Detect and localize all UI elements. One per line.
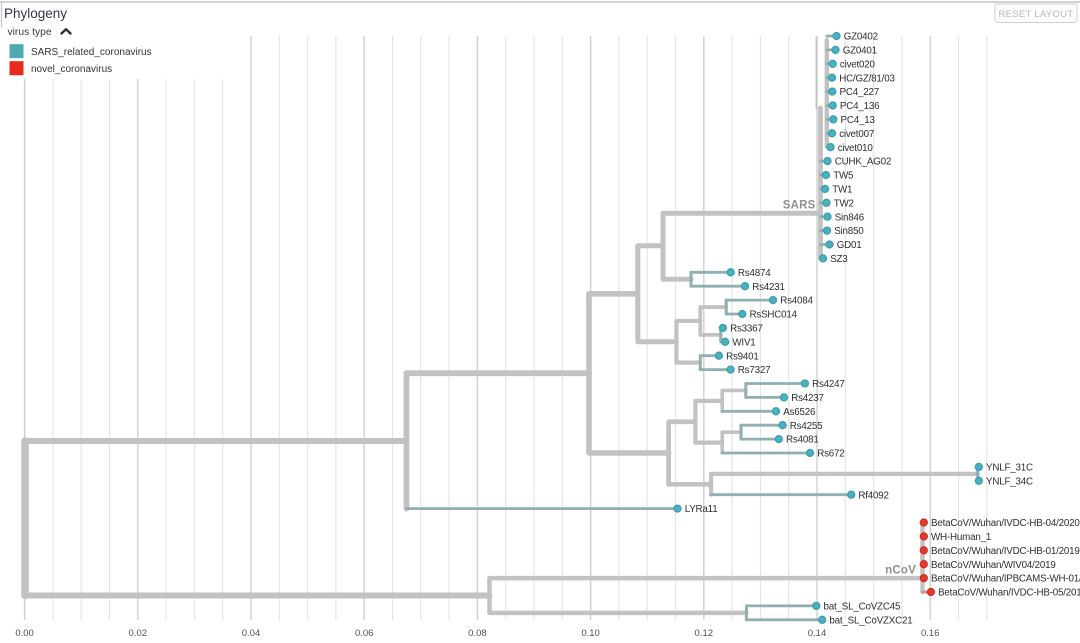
svg-text:civet020: civet020 — [840, 59, 876, 70]
svg-text:As6526: As6526 — [783, 407, 816, 418]
svg-text:0.16: 0.16 — [921, 628, 940, 639]
svg-text:bat_SL_CoVZC45: bat_SL_CoVZC45 — [824, 602, 901, 613]
svg-text:Rs9401: Rs9401 — [726, 351, 759, 362]
svg-text:CUHK_AG02: CUHK_AG02 — [835, 157, 891, 168]
svg-text:virus type: virus type — [8, 27, 52, 38]
svg-text:BetaCoV/Wuhan/IPBCAMS-WH-01/2: BetaCoV/Wuhan/IPBCAMS-WH-01/2 — [931, 574, 1080, 585]
svg-text:SARS: SARS — [783, 200, 816, 212]
svg-text:Rf4092: Rf4092 — [858, 490, 888, 501]
svg-text:TW1: TW1 — [832, 185, 852, 196]
svg-text:BetaCoV/Wuhan/IVDC-HB-04/2020: BetaCoV/Wuhan/IVDC-HB-04/2020 — [931, 518, 1080, 529]
svg-text:Rs4081: Rs4081 — [786, 435, 819, 446]
svg-text:Rs4255: Rs4255 — [790, 421, 823, 432]
svg-text:BetaCoV/Wuhan/IVDC-HB-05/2019: BetaCoV/Wuhan/IVDC-HB-05/2019 — [938, 588, 1080, 599]
svg-text:Sin846: Sin846 — [835, 212, 865, 223]
svg-text:Rs4237: Rs4237 — [791, 393, 824, 404]
svg-text:GD01: GD01 — [837, 240, 862, 251]
svg-text:Rs4874: Rs4874 — [738, 268, 771, 279]
svg-text:GZ0402: GZ0402 — [844, 32, 878, 43]
svg-text:PC4_136: PC4_136 — [840, 101, 880, 112]
svg-text:GZ0401: GZ0401 — [843, 46, 877, 57]
svg-text:0.08: 0.08 — [468, 628, 487, 639]
svg-text:LYRa11: LYRa11 — [685, 504, 718, 515]
svg-text:0.10: 0.10 — [581, 628, 600, 639]
svg-text:YNLF_34C: YNLF_34C — [986, 476, 1033, 487]
svg-text:Phylogeny: Phylogeny — [4, 6, 67, 21]
svg-text:HC/GZ/81/03: HC/GZ/81/03 — [839, 73, 895, 84]
svg-text:novel_coronavirus: novel_coronavirus — [31, 64, 112, 75]
svg-text:TW5: TW5 — [833, 171, 854, 182]
svg-text:0.06: 0.06 — [355, 628, 374, 639]
svg-text:Sin850: Sin850 — [834, 226, 864, 237]
svg-text:SARS_related_coronavirus: SARS_related_coronavirus — [31, 47, 152, 58]
svg-text:civet007: civet007 — [839, 129, 874, 140]
svg-text:BetaCoV/Wuhan/IVDC-HB-01/2019: BetaCoV/Wuhan/IVDC-HB-01/2019 — [931, 546, 1080, 557]
svg-text:bat_SL_CoVZXC21: bat_SL_CoVZXC21 — [829, 615, 912, 626]
svg-text:0.02: 0.02 — [129, 628, 148, 639]
svg-text:civet010: civet010 — [838, 143, 874, 154]
svg-text:0.12: 0.12 — [695, 628, 714, 639]
svg-text:PC4_13: PC4_13 — [841, 115, 876, 126]
svg-text:SZ3: SZ3 — [830, 254, 848, 265]
svg-text:RESET LAYOUT: RESET LAYOUT — [998, 9, 1073, 20]
svg-text:0.00: 0.00 — [15, 628, 34, 639]
svg-text:TW2: TW2 — [834, 198, 854, 209]
svg-text:YNLF_31C: YNLF_31C — [986, 463, 1033, 474]
svg-text:WH-Human_1: WH-Human_1 — [931, 532, 991, 543]
svg-text:WIV1: WIV1 — [732, 337, 755, 348]
svg-text:Rs3367: Rs3367 — [730, 324, 763, 335]
svg-text:RsSHC014: RsSHC014 — [750, 310, 798, 321]
svg-text:BetaCoV/Wuhan/WIV04/2019: BetaCoV/Wuhan/WIV04/2019 — [931, 560, 1056, 571]
svg-text:Rs4231: Rs4231 — [752, 282, 785, 293]
svg-text:PC4_227: PC4_227 — [840, 87, 879, 98]
svg-text:Rs4247: Rs4247 — [812, 379, 845, 390]
svg-text:Rs672: Rs672 — [817, 449, 844, 460]
svg-text:0.14: 0.14 — [808, 628, 827, 639]
svg-text:0.04: 0.04 — [242, 628, 261, 639]
svg-text:nCoV: nCoV — [885, 565, 916, 577]
svg-text:Rs4084: Rs4084 — [780, 296, 813, 307]
svg-text:Rs7327: Rs7327 — [738, 365, 771, 376]
